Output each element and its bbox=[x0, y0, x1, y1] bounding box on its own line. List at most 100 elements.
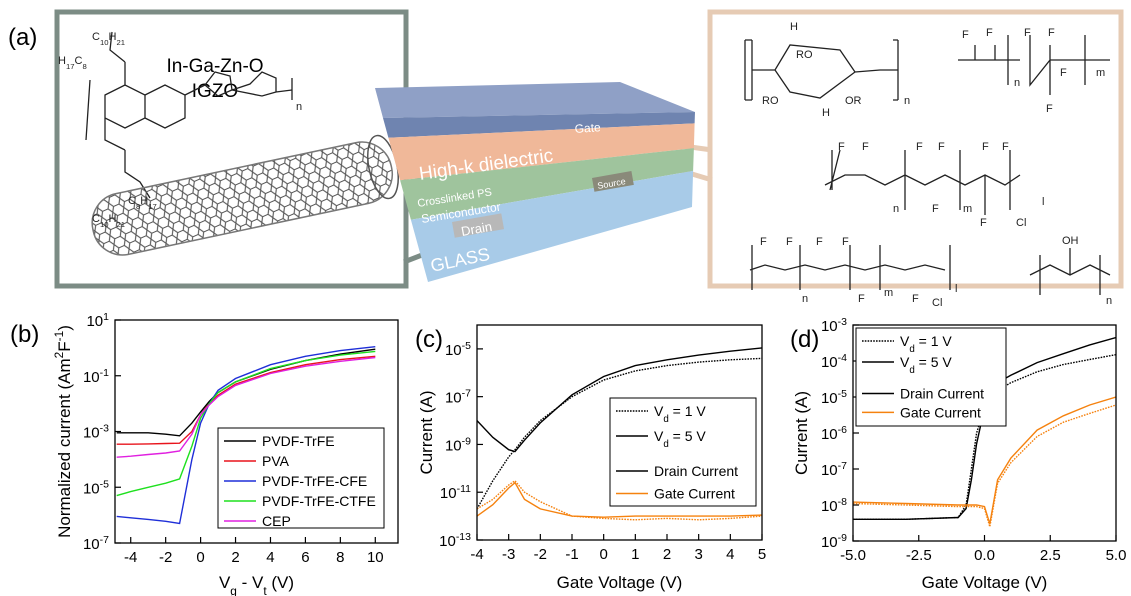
chem-label: Cl bbox=[1016, 217, 1026, 229]
x-tick-label: 3 bbox=[694, 546, 702, 563]
chem-label: F bbox=[786, 236, 793, 248]
chem-label: n bbox=[1106, 295, 1112, 307]
chem-label: n bbox=[802, 293, 808, 305]
x-tick-label: -1 bbox=[565, 546, 578, 563]
legend-label: Gate Current bbox=[900, 404, 981, 420]
x-tick-label: -4 bbox=[124, 549, 137, 566]
y-tick-label: 10-8 bbox=[821, 496, 847, 515]
legend-label: PVA bbox=[262, 453, 290, 469]
figure: (a) In-Ga-Zn-O IGZO Gate High-k dielectr… bbox=[0, 0, 1131, 596]
chem-label: F bbox=[1060, 67, 1067, 79]
chem-label: F bbox=[1046, 103, 1053, 115]
y-axis-label: Current (A) bbox=[792, 391, 811, 475]
layer-label: Gate bbox=[574, 120, 601, 136]
x-tick-label: -2 bbox=[159, 549, 172, 566]
x-tick-label: -2 bbox=[534, 546, 547, 563]
panel-label: (d) bbox=[790, 326, 819, 353]
x-tick-label: 0 bbox=[196, 549, 204, 566]
x-axis-label: Gate Voltage (V) bbox=[557, 573, 683, 592]
x-tick-label: 4 bbox=[726, 546, 734, 563]
chem-label: F bbox=[938, 141, 945, 153]
y-axis-label: Current (A) bbox=[417, 390, 436, 474]
chem-label: l bbox=[1042, 196, 1044, 208]
x-tick-label: 1 bbox=[631, 546, 639, 563]
chem-label: H bbox=[822, 107, 830, 119]
y-tick-label: 10-3 bbox=[821, 316, 847, 335]
chem-label: F bbox=[1002, 141, 1009, 153]
chem-label: F bbox=[862, 141, 869, 153]
chem-label: F bbox=[858, 293, 865, 305]
x-tick-label: 6 bbox=[301, 549, 309, 566]
chem-label: F bbox=[816, 236, 823, 248]
chem-label: n bbox=[1014, 77, 1020, 89]
x-tick-label: 2 bbox=[231, 549, 239, 566]
chem-label: F bbox=[842, 236, 849, 248]
y-tick-label: 10-7 bbox=[821, 460, 847, 479]
x-tick-label: 5 bbox=[758, 546, 766, 563]
chem-label: m bbox=[963, 203, 972, 215]
chem-label: F bbox=[986, 27, 993, 39]
x-tick-label: 10 bbox=[367, 549, 384, 566]
chem-label: RO bbox=[762, 95, 779, 107]
x-tick-label: 4 bbox=[266, 549, 274, 566]
y-tick-label: 10-1 bbox=[83, 367, 109, 386]
y-tick-label: 10-5 bbox=[83, 478, 109, 497]
chem-label: RO bbox=[796, 49, 813, 61]
chem-label: OR bbox=[845, 95, 862, 107]
y-tick-label: 101 bbox=[86, 311, 109, 330]
y-tick-label: 10-7 bbox=[83, 534, 109, 553]
legend-label: PVDF-TrFE-CFE bbox=[262, 473, 367, 489]
y-tick-label: 10-7 bbox=[445, 388, 471, 407]
chem-label: m bbox=[884, 287, 893, 299]
x-tick-label: -3 bbox=[502, 546, 515, 563]
chem-label: F bbox=[912, 293, 919, 305]
chem-label: Cl bbox=[932, 297, 942, 309]
y-tick-label: 10-13 bbox=[439, 531, 471, 550]
chem-label: F bbox=[838, 141, 845, 153]
y-tick-label: 10-11 bbox=[440, 483, 471, 502]
x-axis-label: Gate Voltage (V) bbox=[922, 573, 1048, 592]
legend-label: PVDF-TrFE bbox=[262, 433, 335, 449]
chem-label: H bbox=[790, 21, 798, 33]
chem-label: l bbox=[955, 283, 957, 295]
panel-label: (b) bbox=[10, 321, 39, 348]
panel-label: (c) bbox=[415, 326, 443, 353]
x-tick-label: 2.5 bbox=[1040, 547, 1061, 564]
legend-label: Drain Current bbox=[654, 463, 738, 479]
y-tick-label: 10-5 bbox=[821, 388, 847, 407]
chem-label: n bbox=[904, 95, 910, 107]
chem-label: F bbox=[1024, 27, 1031, 39]
chem-label: m bbox=[1096, 67, 1105, 79]
x-tick-label: -4 bbox=[470, 546, 483, 563]
chem-label: F bbox=[962, 29, 969, 41]
x-tick-label: 5.0 bbox=[1106, 547, 1127, 564]
y-tick-label: 10-5 bbox=[445, 340, 471, 359]
chem-label: n bbox=[893, 203, 899, 215]
y-tick-label: 10-3 bbox=[83, 423, 109, 442]
chem-label: F bbox=[916, 141, 923, 153]
x-tick-label: 2 bbox=[663, 546, 671, 563]
y-tick-label: 10-4 bbox=[821, 352, 847, 371]
x-tick-label: 0.0 bbox=[974, 547, 995, 564]
chem-label: F bbox=[932, 203, 939, 215]
chem-label: F bbox=[980, 217, 987, 229]
x-tick-label: 0 bbox=[599, 546, 607, 563]
panel-label: (a) bbox=[8, 24, 37, 51]
legend-label: Drain Current bbox=[900, 386, 984, 402]
chem-label: F bbox=[1048, 27, 1055, 39]
y-tick-label: 10-9 bbox=[445, 435, 471, 454]
legend-label: PVDF-TrFE-CTFE bbox=[262, 493, 376, 509]
legend-label: CEP bbox=[262, 513, 291, 529]
gate-top bbox=[375, 82, 695, 118]
chem-label: n bbox=[296, 101, 302, 113]
chem-label: F bbox=[760, 236, 767, 248]
chem-label: F bbox=[982, 141, 989, 153]
x-axis-label: Vg - Vt (V) bbox=[219, 573, 294, 596]
x-tick-label: -5.0 bbox=[840, 547, 866, 564]
chem-label: OH bbox=[1062, 235, 1079, 247]
x-tick-label: -2.5 bbox=[906, 547, 932, 564]
y-axis-label: Normalized current (Am2F-1) bbox=[52, 325, 74, 538]
x-tick-label: 8 bbox=[336, 549, 344, 566]
legend-label: Gate Current bbox=[654, 486, 735, 502]
igzo-label: In-Ga-Zn-O bbox=[166, 56, 263, 77]
